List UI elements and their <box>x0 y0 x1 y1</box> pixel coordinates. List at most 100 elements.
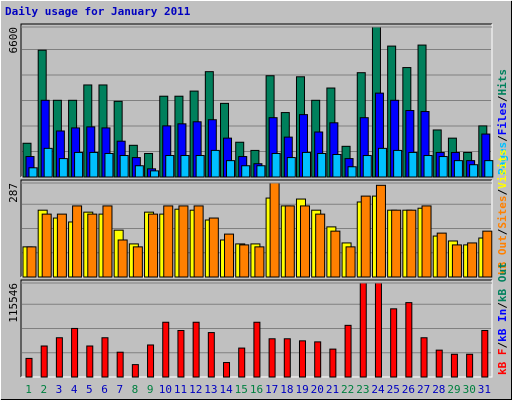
x-tick-label: 6 <box>101 383 108 396</box>
x-tick-label: 23 <box>356 383 369 396</box>
bar <box>377 147 387 178</box>
bar <box>101 337 109 378</box>
bar <box>435 349 443 378</box>
bar <box>299 205 310 278</box>
y-tick-label: 6600 <box>7 27 20 54</box>
bar <box>469 164 479 178</box>
bar <box>58 158 68 178</box>
panel-border-dark <box>20 179 492 277</box>
bar <box>450 353 458 378</box>
bar <box>359 282 367 378</box>
x-tick-label: 1 <box>25 383 32 396</box>
legend-entry: Hits <box>496 69 509 96</box>
x-tick-label: 15 <box>235 383 248 396</box>
bar <box>224 233 235 278</box>
bar <box>271 152 281 178</box>
bar <box>132 246 143 278</box>
bar <box>28 167 38 178</box>
bar <box>147 344 155 378</box>
bar <box>162 321 170 378</box>
bar <box>438 156 448 178</box>
bar <box>254 246 265 278</box>
x-tick-label: 9 <box>147 383 154 396</box>
bar <box>284 205 295 278</box>
bar <box>178 205 189 278</box>
panel-border-dark <box>20 23 492 177</box>
bar <box>253 321 261 378</box>
x-tick-label: 5 <box>86 383 93 396</box>
bar <box>344 324 352 378</box>
bar <box>102 205 113 278</box>
x-tick-label: 21 <box>326 383 339 396</box>
x-tick-label: 7 <box>116 383 123 396</box>
chart-title: Daily usage for January 2011 <box>5 5 191 18</box>
bar <box>241 165 251 178</box>
x-tick-label: 19 <box>295 383 308 396</box>
legend-separator: / <box>496 135 509 142</box>
legend-entry: kB Out <box>496 235 509 275</box>
bar <box>25 357 33 378</box>
bar <box>131 364 139 378</box>
bar <box>269 182 280 278</box>
bar <box>405 302 413 378</box>
bar <box>207 332 215 378</box>
legend: kB Out/Sites/Visits <box>496 149 509 275</box>
x-tick-label: 13 <box>204 383 217 396</box>
bar <box>345 246 356 278</box>
bar <box>420 337 428 378</box>
bar <box>484 160 494 178</box>
bar <box>192 321 200 378</box>
bar <box>360 195 371 278</box>
bar <box>451 244 462 278</box>
bar <box>72 205 83 278</box>
y-tick-label: 287 <box>7 183 20 203</box>
legend-entry: kB In <box>496 309 509 342</box>
bar <box>330 230 341 278</box>
y-tick-label: 115546 <box>7 283 20 323</box>
bar <box>436 232 447 278</box>
bar <box>148 213 159 278</box>
legend-separator: / <box>496 95 509 102</box>
bar <box>453 160 463 178</box>
bar <box>315 213 326 278</box>
bar <box>362 155 372 178</box>
legend-entry: kB Out <box>496 262 509 302</box>
legend-separator: / <box>496 228 509 235</box>
legend-entry: Sites <box>496 196 509 229</box>
legend-separator: / <box>496 302 509 309</box>
bar <box>283 338 291 378</box>
x-tick-label: 11 <box>174 383 187 396</box>
panel-border-dark <box>20 279 492 377</box>
x-tick-label: 28 <box>432 383 445 396</box>
x-tick-label: 8 <box>132 383 139 396</box>
bar <box>117 239 128 278</box>
bar <box>482 230 493 278</box>
bar <box>298 340 306 378</box>
bar <box>177 330 185 378</box>
x-tick-label: 30 <box>463 383 476 396</box>
bar <box>55 337 63 378</box>
legend: Pages/Files/Hits <box>496 69 509 175</box>
bar <box>163 205 174 278</box>
bar <box>329 348 337 378</box>
x-tick-label: 14 <box>219 383 233 396</box>
bar <box>406 209 417 278</box>
x-tick-label: 2 <box>40 383 47 396</box>
bar <box>43 147 53 178</box>
x-tick-label: 29 <box>447 383 460 396</box>
legend-entry: kB F <box>496 349 509 376</box>
bar <box>374 282 382 378</box>
bar <box>71 327 79 378</box>
x-tick-label: 18 <box>280 383 293 396</box>
bar <box>239 244 250 278</box>
bar <box>268 338 276 378</box>
bar <box>26 246 37 278</box>
bar <box>238 347 246 378</box>
x-tick-label: 16 <box>250 383 263 396</box>
bar <box>208 217 219 278</box>
legend-entry: Pages <box>496 142 509 175</box>
bar <box>390 308 398 378</box>
x-tick-label: 25 <box>387 383 400 396</box>
bar <box>408 151 418 178</box>
